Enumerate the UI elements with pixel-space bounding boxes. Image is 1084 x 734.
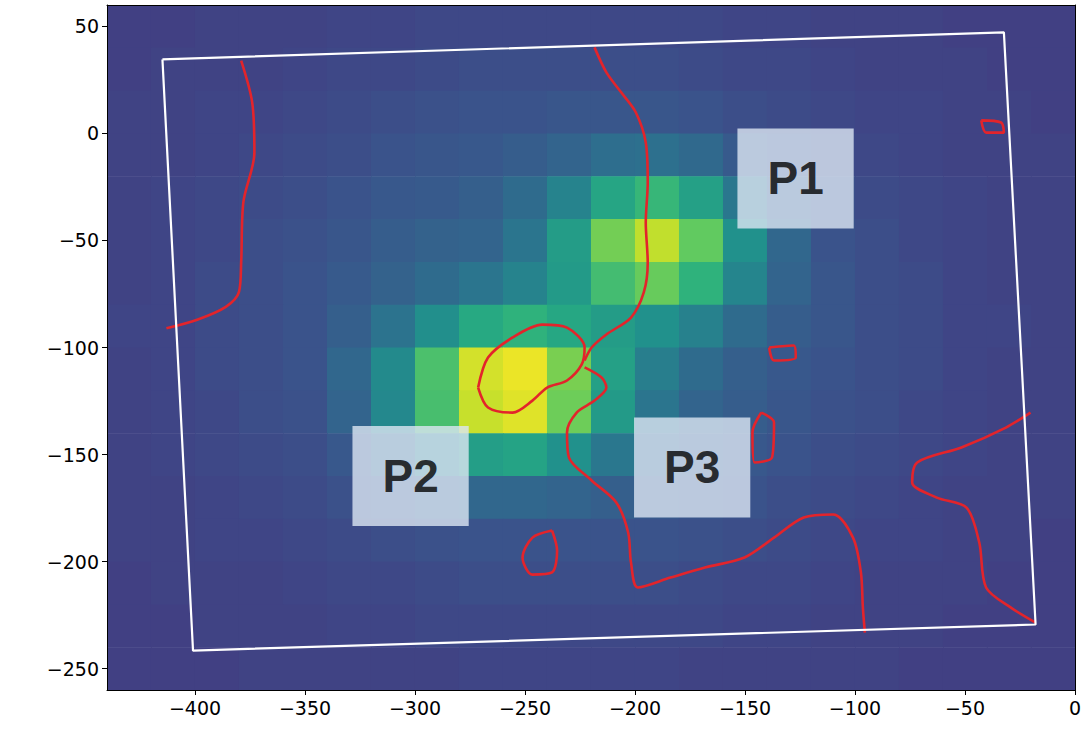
svg-text:P3: P3 bbox=[664, 441, 720, 493]
svg-text:−50: −50 bbox=[945, 697, 985, 719]
svg-text:0: 0 bbox=[87, 122, 99, 144]
svg-text:0: 0 bbox=[1069, 697, 1081, 719]
svg-text:−50: −50 bbox=[59, 229, 99, 251]
svg-text:−300: −300 bbox=[389, 697, 441, 719]
svg-text:−250: −250 bbox=[499, 697, 551, 719]
svg-text:−150: −150 bbox=[47, 444, 99, 466]
svg-text:−200: −200 bbox=[609, 697, 661, 719]
svg-text:50: 50 bbox=[75, 15, 99, 37]
svg-text:−200: −200 bbox=[47, 551, 99, 573]
svg-text:−100: −100 bbox=[829, 697, 881, 719]
svg-text:−100: −100 bbox=[47, 337, 99, 359]
svg-text:−350: −350 bbox=[279, 697, 331, 719]
svg-text:−250: −250 bbox=[47, 658, 99, 680]
svg-text:P1: P1 bbox=[767, 152, 823, 204]
svg-text:−400: −400 bbox=[169, 697, 221, 719]
svg-text:−150: −150 bbox=[719, 697, 771, 719]
svg-text:P2: P2 bbox=[382, 450, 438, 502]
